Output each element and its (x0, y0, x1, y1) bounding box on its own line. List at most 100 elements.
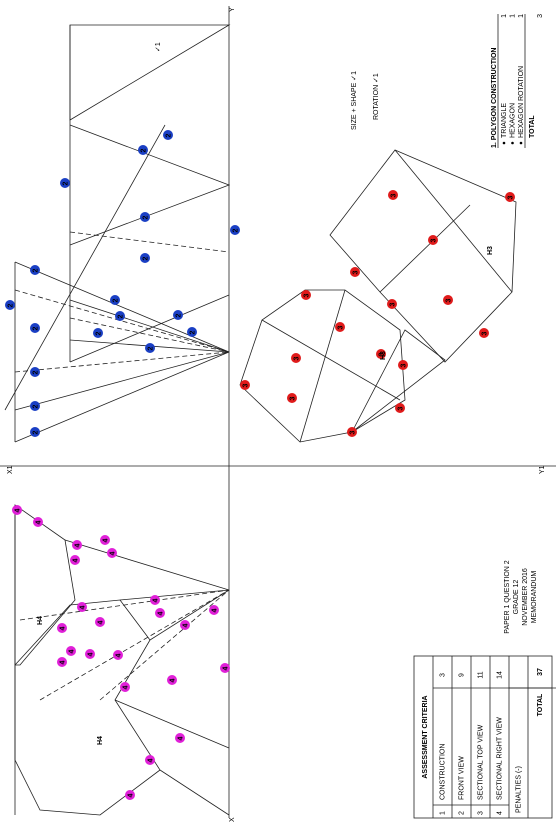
row-criterion: SECTIONAL RIGHT VIEW (496, 717, 503, 800)
height-label: H4 (37, 616, 44, 625)
mark-number: 4 (87, 653, 94, 657)
hidden-edge (14, 351, 230, 373)
mark-number: 3 (400, 364, 407, 368)
axis-label: Y1 (539, 465, 546, 474)
mark-badge (33, 517, 43, 527)
edge (69, 299, 230, 353)
mark-badge (110, 295, 120, 305)
height-label: H3 (487, 246, 494, 255)
total-marks: 37 (537, 668, 544, 676)
section-title: 1. POLYGON CONSTRUCTION (491, 48, 498, 148)
mark-badge (85, 649, 95, 659)
mark-number: 4 (122, 686, 129, 690)
row-marks: 3 (439, 673, 446, 677)
mark-badge (376, 349, 386, 359)
hidden-edge (19, 589, 230, 621)
item-label: TRIANGLE (501, 103, 508, 138)
mark-badge (301, 290, 311, 300)
mark-number: 4 (177, 737, 184, 741)
check-mark: ✓1 (155, 42, 162, 52)
edge (119, 589, 230, 601)
mark-number: 3 (507, 196, 514, 200)
edge (14, 351, 230, 443)
section (14, 599, 161, 816)
mark-number: 2 (175, 314, 182, 318)
mark-badge (291, 353, 301, 363)
hidden-edge (14, 289, 230, 353)
mark-badge (138, 145, 148, 155)
mark-badge (100, 535, 110, 545)
mark-number: 2 (62, 182, 69, 186)
mark-badge (163, 130, 173, 140)
paper-info: NOVEMBER 2016 (522, 568, 529, 626)
mark-badge (115, 311, 125, 321)
mark-badge (93, 328, 103, 338)
row-criterion: FRONT VIEW (458, 756, 465, 800)
mark-badge (240, 380, 250, 390)
mark-number: 2 (7, 304, 14, 308)
mark-badge (145, 755, 155, 765)
edge (14, 351, 230, 411)
mark-badge (107, 548, 117, 558)
table-title: ASSESSMENT CRITERIA (422, 695, 429, 778)
edge (149, 589, 230, 641)
item-mark: 1 (518, 14, 525, 18)
mark-number: 3 (389, 303, 396, 307)
mark-number: 4 (152, 599, 159, 603)
mark-badge (398, 360, 408, 370)
row-number: 1 (439, 811, 446, 815)
edge (14, 261, 230, 353)
mark-number: 3 (390, 194, 397, 198)
mark-badge (395, 403, 405, 413)
mark-number: 4 (102, 539, 109, 543)
axis-label: Y (229, 7, 236, 12)
mark-number: 3 (289, 397, 296, 401)
item-mark: 1 (501, 14, 508, 18)
height-label: H3 (380, 351, 387, 360)
mark-badge (30, 265, 40, 275)
mark-number: 4 (72, 559, 79, 563)
mark-badge (125, 790, 135, 800)
mark-badge (95, 617, 105, 627)
mark-badge (187, 327, 197, 337)
mark-badge (30, 401, 40, 411)
mark-number: 2 (147, 347, 154, 351)
mark-badge (347, 427, 357, 437)
mark-badge (335, 322, 345, 332)
mark-badge (113, 650, 123, 660)
row-number: 3 (477, 811, 484, 815)
mark-number: 4 (79, 606, 86, 610)
mark-badge (145, 343, 155, 353)
mark-badge (167, 675, 177, 685)
paper-info: GRADE 12 (513, 580, 520, 615)
mark-badge (387, 299, 397, 309)
mark-badge (66, 646, 76, 656)
mark-number: 4 (115, 654, 122, 658)
bullet (511, 141, 514, 145)
edge (69, 124, 231, 246)
mark-number: 4 (74, 544, 81, 548)
mark-number: 4 (157, 612, 164, 616)
mark-number: 3 (481, 332, 488, 336)
edge (114, 699, 230, 749)
mark-number: 4 (147, 759, 154, 763)
mark-number: 4 (182, 624, 189, 628)
mark-badge (209, 605, 219, 615)
front-view (4, 24, 231, 443)
mark-number: 4 (97, 621, 104, 625)
mark-number: 2 (32, 405, 39, 409)
mark-badge (175, 733, 185, 743)
mark-badge (60, 178, 70, 188)
mark-number: 2 (142, 257, 149, 261)
mark-number: 4 (14, 509, 21, 513)
edge (69, 294, 230, 363)
mark-number: 4 (59, 627, 66, 631)
mark-badge (30, 427, 40, 437)
row-criterion: SECTIONAL TOP VIEW (477, 724, 484, 800)
mark-number: 4 (127, 794, 134, 798)
mark-number: 2 (32, 371, 39, 375)
mark-number: 3 (445, 299, 452, 303)
mark-badge (140, 253, 150, 263)
mark-badge (57, 657, 67, 667)
mark-number: 2 (165, 134, 172, 138)
